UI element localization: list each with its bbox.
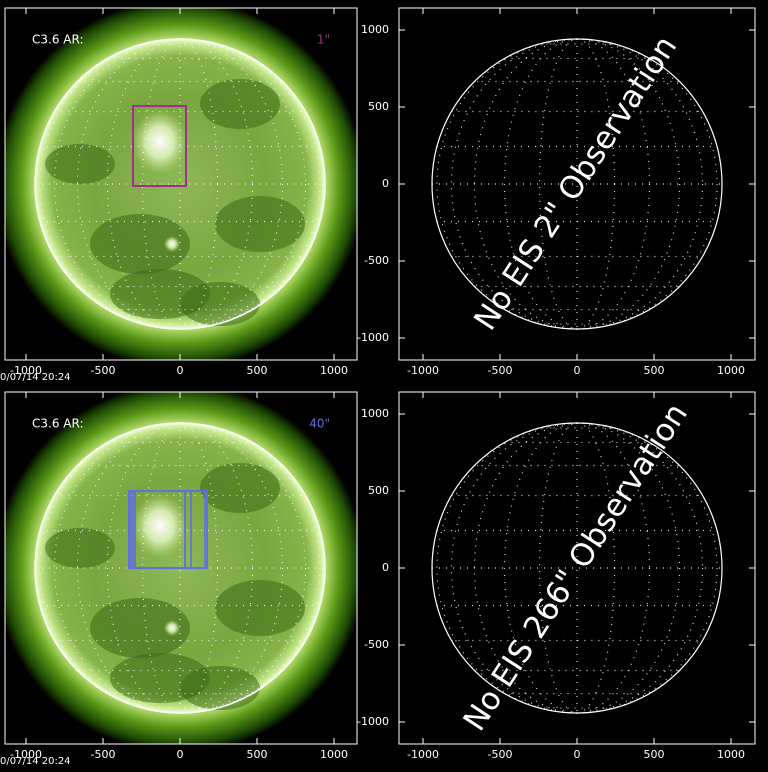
dark-region <box>45 144 115 184</box>
dark-region <box>200 463 280 513</box>
x-tick-label: -500 <box>91 748 116 761</box>
longitude-line <box>76 422 284 714</box>
dark-region <box>215 580 305 636</box>
y-tick-label: 500 <box>368 484 389 497</box>
slit-label: 40" <box>309 417 330 431</box>
longitude-line <box>473 422 681 714</box>
x-tick-label: -500 <box>488 748 513 761</box>
y-tick-label: -500 <box>364 254 389 267</box>
x-tick-label: 1000 <box>717 364 745 377</box>
sun-image <box>5 8 357 360</box>
y-tick-label: 500 <box>368 100 389 113</box>
x-tick-label: 500 <box>247 748 268 761</box>
y-tick-label: -1000 <box>357 331 389 344</box>
dark-region <box>90 598 190 658</box>
x-tick-label: -500 <box>91 364 116 377</box>
longitude-line <box>76 38 284 330</box>
longitude-line <box>141 38 219 330</box>
panel: C3.6 AR: 40" 0/07/14 20:24-1000 -500 0 500 100… <box>0 391 358 767</box>
y-tick-label: 0 <box>382 177 389 190</box>
active-region <box>132 494 188 558</box>
y-tick-label: 1000 <box>361 407 389 420</box>
x-tick-label: -1000 <box>407 748 439 761</box>
longitude-line <box>473 38 681 330</box>
panel: C3.6 AR: 1" 0/07/14 20:24-1000 -500 0 500 1000 <box>0 7 358 383</box>
x-tick-label: 500 <box>644 748 665 761</box>
x-tick-label: -1000 <box>10 364 42 377</box>
limb <box>34 422 326 714</box>
x-tick-label: 1000 <box>320 364 348 377</box>
slit-label: 1" <box>317 33 330 47</box>
bright-point <box>164 620 180 636</box>
longitude-line <box>39 422 321 714</box>
dark-region <box>200 79 280 129</box>
active-region <box>132 110 188 174</box>
no-observation-message: No EIS 266" Observation <box>457 397 695 737</box>
panel: No EIS 266" Observation 1000 500 0 -500 -1000… <box>357 391 756 761</box>
x-tick-label: 0 <box>574 748 581 761</box>
timestamp: 0/07/14 20:24 <box>0 372 71 383</box>
y-tick-label: -1000 <box>357 715 389 728</box>
x-tick-label: -1000 <box>10 748 42 761</box>
x-tick-label: 1000 <box>717 748 745 761</box>
x-tick-label: -1000 <box>407 364 439 377</box>
x-tick-label: 0 <box>177 364 184 377</box>
ar-label: C3.6 AR: <box>32 417 84 431</box>
plot-frame <box>4 7 358 361</box>
dark-region <box>90 214 190 274</box>
panel: No EIS 2" Observation 1000 500 0 -500 -1000 -1… <box>357 7 756 377</box>
ar-label: C3.6 AR: <box>32 33 84 47</box>
plot-frame <box>4 391 358 745</box>
slit-box <box>132 105 187 187</box>
limb <box>431 38 723 330</box>
longitude-line <box>39 38 321 330</box>
longitude-line <box>436 38 718 330</box>
x-tick-label: -500 <box>488 364 513 377</box>
longitude-line <box>141 422 219 714</box>
timestamp: 0/07/14 20:24 <box>0 756 71 767</box>
y-tick-label: 0 <box>382 561 389 574</box>
x-tick-label: 0 <box>177 748 184 761</box>
longitude-line <box>53 38 307 330</box>
no-observation-message: No EIS 2" Observation <box>467 30 684 337</box>
x-tick-label: 1000 <box>320 748 348 761</box>
y-tick-label: -500 <box>364 638 389 651</box>
limb <box>431 422 723 714</box>
x-tick-label: 0 <box>574 364 581 377</box>
dark-region <box>215 196 305 252</box>
y-tick-label: 1000 <box>361 23 389 36</box>
longitude-line <box>436 422 718 714</box>
longitude-line <box>53 422 307 714</box>
dark-region <box>45 528 115 568</box>
limb <box>34 38 326 330</box>
slit-box <box>128 490 186 569</box>
bright-point <box>164 236 180 252</box>
x-tick-label: 500 <box>247 364 268 377</box>
x-tick-label: 500 <box>644 364 665 377</box>
